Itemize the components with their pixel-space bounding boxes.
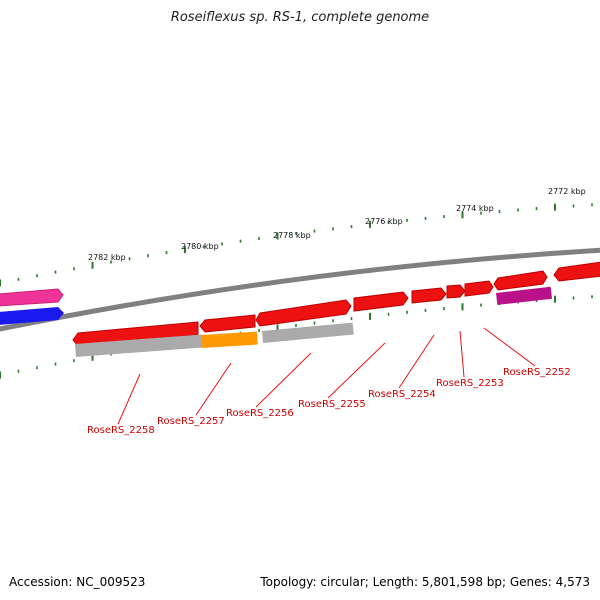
scale-label: 2782 kbp — [88, 253, 126, 262]
scale-label: 2776 kbp — [365, 217, 403, 226]
scale-label: 2778 kbp — [273, 231, 311, 240]
gene-arrow[interactable] — [553, 261, 600, 282]
gene-block[interactable] — [201, 331, 258, 348]
genome-title: Roseiflexus sp. RS-1, complete genome — [170, 10, 430, 25]
gene-block[interactable] — [495, 286, 553, 305]
gene-arrow[interactable] — [0, 307, 64, 325]
gene-label[interactable]: RoseRS_2257 — [157, 416, 225, 427]
scale-label: 2772 kbp — [548, 187, 586, 196]
scale-label: 2774 kbp — [456, 204, 494, 213]
genome-backbone — [0, 247, 600, 332]
scale-ticks-outer — [0, 203, 593, 287]
gene-arrow[interactable] — [464, 280, 494, 297]
gene-arrow[interactable] — [353, 291, 409, 312]
gene-label[interactable]: RoseRS_2258 — [87, 425, 155, 436]
accession-text: Accession: NC_009523 — [9, 575, 146, 589]
gene-arrow[interactable] — [0, 288, 64, 307]
gene-label[interactable]: RoseRS_2253 — [436, 378, 504, 389]
gene-block[interactable] — [75, 334, 203, 357]
gene-label[interactable]: RoseRS_2252 — [503, 367, 571, 378]
genome-summary-text: Topology: circular; Length: 5,801,598 bp… — [260, 575, 590, 589]
gene-arrow[interactable] — [199, 314, 256, 333]
gene-arrow[interactable] — [446, 284, 466, 299]
leader-lines — [117, 327, 536, 425]
scale-label: 2780 kbp — [181, 242, 219, 251]
gene-label[interactable]: RoseRS_2255 — [298, 399, 366, 410]
gene-arrow[interactable] — [255, 299, 352, 327]
gene-block[interactable] — [261, 322, 354, 343]
gene-label[interactable]: RoseRS_2256 — [226, 408, 294, 419]
gene-arrow[interactable] — [493, 270, 548, 291]
gene-arrow[interactable] — [411, 287, 447, 304]
gene-label[interactable]: RoseRS_2254 — [368, 389, 436, 400]
